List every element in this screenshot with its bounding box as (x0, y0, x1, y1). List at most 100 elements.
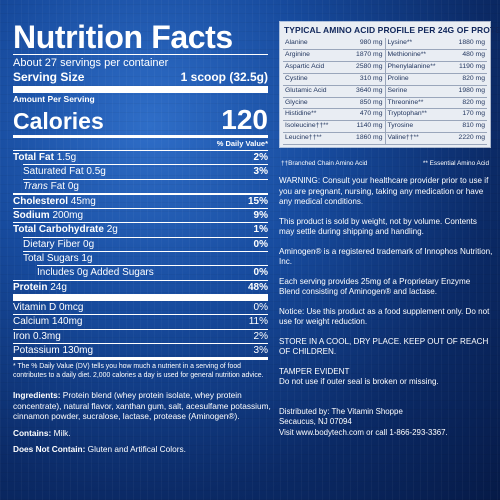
nutrient-dv: 2% (253, 330, 268, 342)
amino-acid-name: Aspartic Acid (285, 62, 325, 70)
amino-acid-value: 2220 mg (458, 134, 485, 142)
amino-acid-name: Isoleucine††** (285, 122, 329, 130)
legend-eaa: ** Essential Amino Acid (422, 160, 489, 167)
does-not-contain-label: Does Not Contain: (13, 444, 86, 455)
amino-acid-value: 2580 mg (356, 62, 383, 70)
serving-size-value: 1 scoop (32.5g) (180, 70, 268, 84)
distributor-address: Secaucus, NJ 07094 (279, 417, 352, 427)
daily-value-header: % Daily Value* (216, 139, 268, 148)
amino-acid-value: 480 mg (462, 50, 485, 58)
nutrient-row-total-carbohydrate: Total Carbohydrate 2g 1% (13, 222, 268, 236)
amino-acid-value: 1860 mg (356, 134, 383, 142)
calories-value: 120 (221, 104, 268, 135)
distributor-line: Distributed by: The Vitamin Shoppe (279, 407, 403, 416)
nutrient-label: Total Fat (13, 152, 54, 163)
notice-text: Notice: Use this product as a food suppl… (279, 306, 490, 327)
nutrient-amount: 2g (106, 224, 118, 236)
amino-acid-cell: Serine 1980 mg (385, 86, 487, 98)
nutrient-dv: 9% (253, 210, 268, 222)
nutrient-row-potassium: Potassium 130mg 3% (13, 342, 268, 357)
amino-acid-name: Leucine††** (285, 134, 322, 142)
nutrient-amount: 1.5g (56, 152, 77, 163)
nutrient-row-cholesterol: Cholesterol 45mg 15% (13, 192, 268, 208)
nutrient-label: Includes 0g Added Sugars (37, 267, 154, 279)
nutrient-row-total-fat: Total Fat 1.5g 2% (13, 150, 268, 164)
daily-value-footnote: * The % Daily Value (DV) tells you how m… (13, 363, 264, 380)
amino-acid-cell: Glutamic Acid 3640 mg (283, 85, 386, 98)
amino-acid-profile-table: TYPICAL AMINO ACID PROFILE PER 24G OF PR… (279, 21, 500, 149)
amino-acid-value: 1870 mg (356, 50, 383, 58)
amino-acid-name: Phenylalanine** (387, 62, 436, 70)
nutrient-amount: 24g (50, 281, 67, 293)
amino-acid-legend: ††Branched Chain Amino Acid ** Essential… (279, 157, 491, 167)
nutrient-row-protein: Protein 24g 48% (13, 279, 268, 294)
amino-acid-value: 170 mg (462, 110, 485, 118)
nutrient-row-added-sugars: Includes 0g Added Sugars 0% (37, 265, 268, 279)
amino-acid-row: Leucine††** 1860 mg Valine††** 2220 mg (283, 133, 487, 146)
nutrition-facts-title: Nutrition Facts (13, 19, 233, 55)
ingredients-label: Ingredients: (13, 390, 61, 400)
nutrient-label: Total Sugars 1g (23, 253, 93, 265)
amino-acid-value: 980 mg (359, 39, 383, 46)
amino-acid-row: Glycine 850 mg Threonine** 820 mg (283, 97, 487, 110)
amino-acid-name: Tyrosine (387, 122, 414, 130)
amino-acid-cell: Alanine 980 mg (283, 38, 386, 50)
amino-acid-row: Histidine** 470 mg Tryptophan** 170 mg (283, 109, 487, 122)
amino-acid-name: Methionine** (387, 50, 427, 58)
amino-acid-value: 1980 mg (458, 86, 485, 94)
distributor-section: Distributed by: The Vitamin Shoppe Secau… (279, 407, 493, 438)
amino-acid-value: 1190 mg (459, 62, 485, 70)
amino-acid-cell: Glycine 850 mg (283, 97, 386, 110)
amount-per-serving: Amount Per Serving (13, 94, 95, 104)
amino-acid-cell: Isoleucine††** 1140 mg (283, 121, 386, 134)
amino-acid-name: Serine (387, 86, 408, 94)
amino-acid-cell: Threonine** 820 mg (385, 98, 487, 110)
amino-acid-value: 820 mg (462, 74, 485, 82)
amino-acid-name: Arginine (285, 50, 310, 58)
amino-acid-name: Proline (387, 74, 409, 82)
nutrient-dv: 48% (247, 281, 268, 293)
nutrient-row-saturated-fat: Saturated Fat 0.5g 3% (23, 164, 268, 178)
amino-acid-cell: Histidine** 470 mg (283, 109, 386, 122)
nutrient-dv: 15% (247, 195, 268, 207)
amino-acid-name: Glutamic Acid (285, 86, 327, 94)
nutrient-amount: Fat 0g (47, 180, 79, 192)
amino-acid-value: 850 mg (359, 98, 383, 106)
tamper-evident-text: Do not use if outer seal is broken or mi… (279, 377, 439, 386)
distributor-contact: Visit www.bodytech.com or call 1-866-293… (279, 427, 448, 437)
nutrient-label: Total Carbohydrate (13, 224, 104, 236)
amino-acid-cell: Leucine††** 1860 mg (283, 133, 386, 146)
amino-acid-value: 820 mg (462, 98, 485, 106)
ingredients-section: Ingredients: Protein blend (whey protein… (13, 390, 271, 455)
nutrient-dv: 3% (253, 344, 268, 356)
amino-acid-name: Cystine (285, 74, 308, 82)
nutrient-dv: 0% (253, 267, 268, 279)
nutrient-label: Trans (23, 180, 48, 192)
amino-acid-cell: Cystine 310 mg (283, 73, 386, 86)
contains-text: Contains: Milk. (13, 428, 271, 439)
nutrient-dv: 3% (253, 166, 268, 178)
amino-acid-name: Alanine (285, 39, 308, 46)
does-not-contain-text: Does Not Contain: Gluten and Artifical C… (13, 444, 271, 455)
ingredients-text: Ingredients: Protein blend (whey protein… (13, 390, 271, 422)
nutrient-dv: 11% (248, 316, 268, 328)
amino-acid-cell: Tryptophan** 170 mg (385, 109, 487, 122)
nutrient-label: Iron 0.3mg (13, 330, 61, 342)
divider (13, 293, 268, 301)
nutrient-row-iron: Iron 0.3mg 2% (13, 328, 268, 343)
divider (13, 54, 268, 55)
nutrient-amount: 45mg (70, 195, 96, 207)
nutrient-row-calcium: Calcium 140mg 11% (13, 314, 268, 328)
tamper-evident-title: TAMPER EVIDENT (279, 366, 350, 376)
amino-acid-name: Glycine (285, 98, 308, 106)
amino-acid-name: Valine††** (387, 134, 419, 142)
amino-acid-row: Glutamic Acid 3640 mg Serine 1980 mg (283, 85, 487, 98)
amino-acid-row: Alanine 980 mg Lysine** 1880 mg (283, 38, 487, 50)
amino-acid-value: 1140 mg (356, 122, 383, 130)
divider (13, 357, 268, 361)
amino-acid-name: Lysine** (387, 39, 413, 46)
nutrient-row-total-sugars: Total Sugars 1g (23, 251, 268, 265)
amino-acid-name: Histidine** (285, 110, 317, 118)
amino-acid-value: 310 mg (359, 74, 383, 82)
amino-acid-value: 810 mg (462, 122, 485, 130)
